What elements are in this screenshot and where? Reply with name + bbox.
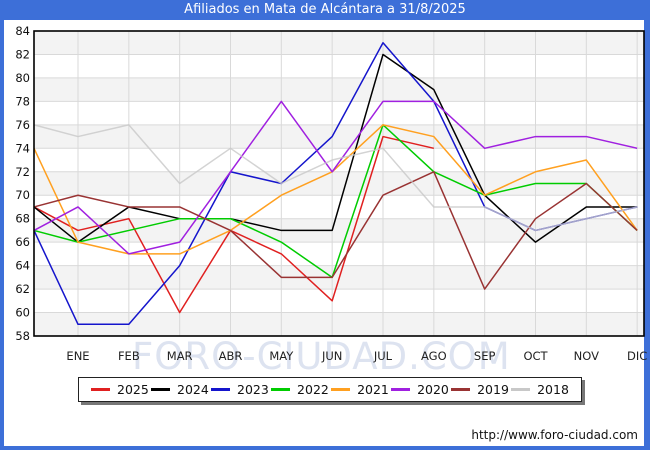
legend-label-2019: 2019 [477, 382, 509, 397]
watermark-text: FORO-CIUDAD.COM [132, 335, 511, 378]
chart-title: Afiliados en Mata de Alcántara a 31/8/20… [184, 2, 466, 17]
y-axis-labels: 84 82 80 78 76 74 72 70 68 66 64 62 60 58 [15, 24, 30, 343]
x-tick-DIC: DIC [627, 349, 647, 363]
legend-label-2022: 2022 [297, 382, 329, 397]
y-tick-60: 60 [15, 306, 30, 320]
x-tick-ABR: ABR [219, 349, 243, 363]
x-tick-MAR: MAR [167, 349, 193, 363]
y-tick-64: 64 [15, 259, 30, 273]
x-axis-labels: ENE FEB MAR ABR MAY JUN JUL AGO SEP OCT NOV DIC [66, 349, 647, 363]
y-tick-80: 80 [15, 71, 30, 85]
plot-border [33, 30, 645, 337]
y-tick-72: 72 [15, 165, 30, 179]
x-tick-ENE: ENE [66, 349, 89, 363]
legend: 2025 2024 2023 2022 2021 2020 2019 2018 [78, 377, 582, 402]
legend-item-2021: 2021 [331, 382, 389, 397]
legend-item-2019: 2019 [451, 382, 509, 397]
plot-area: FORO-CIUDAD.COM 84 82 80 78 76 74 72 70 68 66 64 62… [15, 24, 647, 378]
legend-item-2022: 2022 [271, 382, 329, 397]
series-line-2019 [33, 171, 638, 290]
x-tick-JUL: JUL [373, 349, 393, 363]
legend-label-2023: 2023 [237, 382, 269, 397]
y-tick-66: 66 [15, 235, 30, 249]
legend-label-2024: 2024 [177, 382, 209, 397]
x-tick-NOV: NOV [574, 349, 599, 363]
x-tick-FEB: FEB [118, 349, 140, 363]
legend-swatch-2019 [451, 388, 471, 391]
legend-swatch-2023 [211, 388, 231, 391]
legend-swatch-2020 [391, 388, 411, 391]
legend-swatch-2018 [511, 388, 531, 391]
legend-item-2018: 2018 [511, 382, 569, 397]
x-tick-SEP: SEP [474, 349, 496, 363]
series-lines [33, 41, 638, 326]
legend-item-2020: 2020 [391, 382, 449, 397]
legend-swatch-2025 [91, 388, 110, 391]
x-tick-AGO: AGO [421, 349, 447, 363]
x-tick-MAY: MAY [269, 349, 294, 363]
chart-canvas: FORO-CIUDAD.COM 84 82 80 78 76 74 72 70 68 66 64 62… [4, 20, 647, 446]
legend-label-2018: 2018 [537, 382, 569, 397]
legend-swatch-2022 [271, 388, 291, 391]
legend-item-2025: 2025 [91, 382, 149, 397]
y-tick-62: 62 [15, 282, 30, 296]
y-tick-84: 84 [15, 24, 30, 38]
y-tick-70: 70 [15, 188, 30, 202]
x-tick-JUN: JUN [321, 349, 342, 363]
legend-label-2021: 2021 [357, 382, 389, 397]
y-tick-58: 58 [15, 329, 30, 343]
y-tick-82: 82 [15, 47, 30, 61]
series-line-2018 [33, 124, 638, 232]
legend-swatch-2024 [151, 388, 171, 391]
legend-item-2023: 2023 [211, 382, 269, 397]
y-tick-78: 78 [15, 94, 30, 108]
footer-url[interactable]: http://www.foro-ciudad.com [471, 428, 638, 442]
legend-label-2020: 2020 [417, 382, 449, 397]
y-tick-74: 74 [15, 141, 30, 155]
legend-item-2024: 2024 [151, 382, 209, 397]
legend-label-2025: 2025 [117, 382, 149, 397]
legend-swatch-2021 [331, 388, 351, 391]
y-tick-76: 76 [15, 118, 30, 132]
title-bar: Afiliados en Mata de Alcántara a 31/8/20… [0, 0, 650, 20]
gridlines [34, 31, 644, 336]
x-tick-OCT: OCT [523, 349, 548, 363]
y-tick-68: 68 [15, 212, 30, 226]
series-line-2020 [33, 100, 638, 255]
